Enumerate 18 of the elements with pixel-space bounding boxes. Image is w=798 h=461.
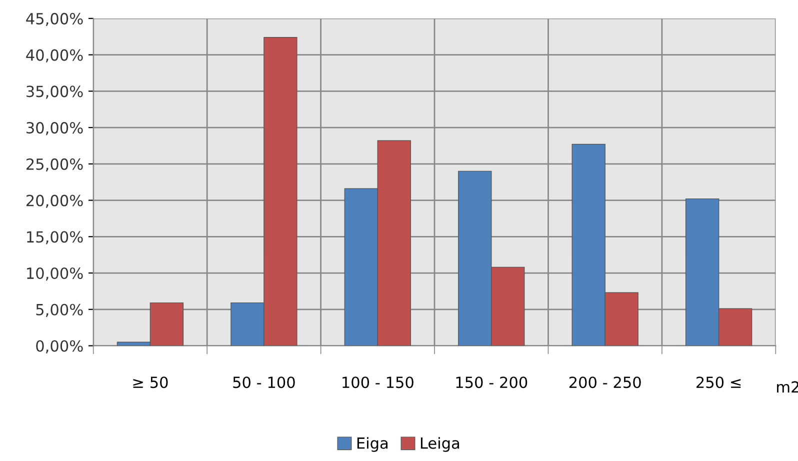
y-tick-label: 35,00%: [26, 86, 83, 99]
x-tick-label: 150 - 200: [456, 376, 528, 388]
y-tick-label: 25,00%: [26, 158, 83, 172]
y-tick-label: 40,00%: [26, 49, 83, 62]
x-tick-label: 250 ≤: [696, 376, 741, 388]
x-tick-label: 100 - 150: [342, 376, 414, 388]
x-tick-label: 50 - 100: [233, 376, 295, 388]
y-tick-label: 20,00%: [26, 194, 83, 208]
y-tick-label: 30,00%: [26, 122, 83, 136]
legend-label: Eiga: [357, 437, 388, 452]
legend-label: Leiga: [420, 437, 460, 452]
x-tick-label: 200 - 250: [569, 376, 641, 388]
y-tick-label: 10,00%: [27, 267, 83, 281]
y-tick-label: 45,00%: [26, 12, 83, 26]
y-tick-label: 15,00%: [27, 231, 83, 244]
y-tick-label: 0,00%: [36, 340, 83, 354]
y-tick-label: 5,00%: [36, 304, 83, 317]
x-tick-label: ≥ 50: [133, 376, 168, 388]
